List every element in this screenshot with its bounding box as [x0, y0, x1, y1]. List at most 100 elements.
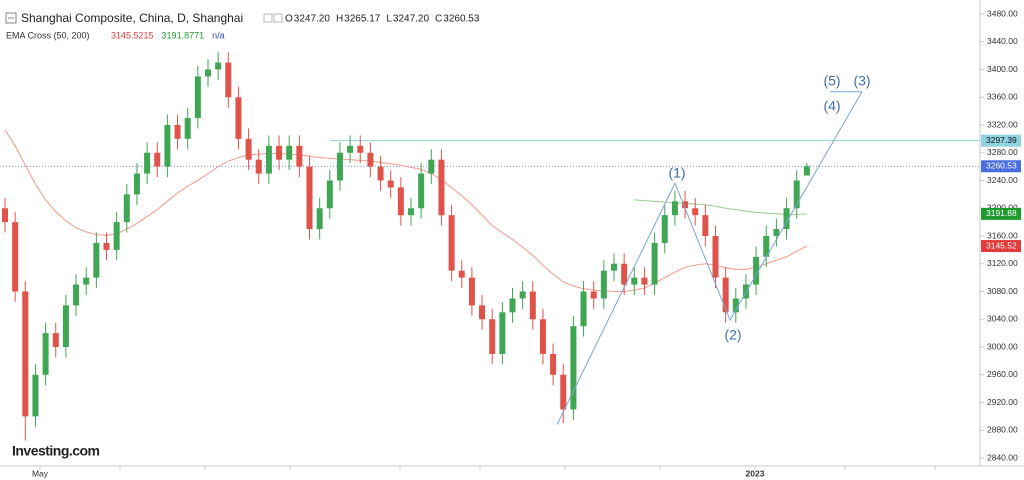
- ohlc-value: 3247.20: [393, 14, 430, 25]
- candle-body: [529, 291, 536, 320]
- y-tick-label: 2960.00: [987, 369, 1018, 379]
- ohlc-value: 3260.53: [443, 14, 480, 25]
- candle-body: [174, 125, 181, 139]
- candle-body: [803, 166, 810, 176]
- candle-body: [519, 291, 526, 299]
- candle-body: [83, 277, 90, 285]
- ohlc-key: C: [435, 14, 442, 25]
- candle-body: [600, 270, 607, 299]
- candle-body: [692, 208, 699, 216]
- candle-body: [103, 242, 110, 250]
- candle-body: [499, 312, 506, 354]
- candle-body: [783, 208, 790, 230]
- ohlc-key: L: [386, 14, 392, 25]
- candle-body: [611, 263, 617, 271]
- candle-body: [448, 215, 455, 271]
- candle-body: [235, 97, 242, 139]
- candle-body: [631, 277, 638, 285]
- logo: Investing.com: [12, 443, 100, 459]
- candle-body: [793, 180, 800, 209]
- candle-body: [62, 305, 69, 347]
- candle-body: [590, 291, 597, 299]
- candle-body: [205, 69, 211, 77]
- candle-body: [347, 145, 354, 153]
- candle-body: [712, 236, 719, 278]
- price-badge-label: 3145.52: [986, 240, 1017, 250]
- candle-body: [225, 62, 232, 98]
- y-tick-label: 3440.00: [987, 36, 1018, 46]
- candle-body: [286, 145, 293, 160]
- price-badge-label: 3297.39: [986, 135, 1017, 145]
- candle-body: [22, 291, 29, 417]
- candle-body: [732, 298, 739, 313]
- wave-label: (3): [853, 73, 870, 89]
- candle-body: [52, 333, 59, 347]
- wave-label: (4): [823, 98, 840, 114]
- candle-body: [276, 145, 283, 160]
- candle-body: [93, 242, 100, 278]
- wave-label: (2): [724, 327, 741, 343]
- y-tick-label: 2840.00: [987, 452, 1018, 462]
- ema-line: [4, 129, 808, 293]
- candle-body: [265, 145, 272, 174]
- y-tick-label: 3240.00: [987, 175, 1018, 185]
- y-tick-label: 3400.00: [987, 64, 1018, 74]
- candle-body: [357, 145, 364, 153]
- candle-body: [479, 305, 486, 320]
- candle-body: [702, 215, 709, 236]
- candle-body: [215, 62, 222, 70]
- candle-body: [367, 152, 374, 167]
- price-badge: [981, 207, 1021, 220]
- collapse-icon[interactable]: [5, 12, 17, 24]
- candle-body: [316, 208, 323, 230]
- candle-body: [255, 159, 262, 174]
- wave-label: (5): [823, 73, 840, 89]
- indicator-value: 3145.5215: [111, 30, 154, 40]
- x-tick-label: 2023: [746, 468, 765, 478]
- candle-body: [245, 138, 252, 160]
- candle-body: [12, 222, 19, 292]
- candle-body: [621, 263, 628, 285]
- ohlc-header: O 3247.20 H 3265.17 L 3247.20 C 3260.53: [263, 13, 480, 25]
- candle-body: [326, 180, 333, 209]
- y-tick-label: 3080.00: [987, 286, 1018, 296]
- wave-label: (1): [668, 165, 685, 181]
- y-tick-label: 3040.00: [987, 314, 1018, 324]
- y-tick-label: 3160.00: [987, 230, 1018, 240]
- candle-body: [651, 242, 658, 285]
- ohlc-key: H: [336, 14, 343, 25]
- candle-body: [550, 353, 557, 375]
- candle-body: [73, 284, 80, 306]
- header-icon: [263, 13, 273, 23]
- candle-body: [408, 208, 414, 216]
- candle-body: [570, 326, 577, 410]
- candle-body: [336, 152, 343, 181]
- candle-body: [763, 236, 770, 257]
- y-tick-label: 2920.00: [987, 397, 1018, 407]
- indicator-value: n/a: [212, 30, 225, 40]
- y-tick-label: 3480.00: [987, 8, 1018, 18]
- price-badge-label: 3191.88: [986, 208, 1017, 218]
- candle-body: [438, 159, 445, 216]
- candle-body: [377, 166, 384, 181]
- y-tick-label: 3000.00: [987, 341, 1018, 351]
- candle-body: [661, 215, 668, 243]
- y-tick-label: 2880.00: [987, 425, 1018, 435]
- candle-body: [671, 201, 678, 216]
- indicator-name: EMA Cross (50, 200): [6, 30, 90, 40]
- x-tick-label: May: [32, 468, 49, 478]
- candle-body: [387, 180, 394, 188]
- candle-body: [296, 145, 303, 167]
- y-tick-label: 3200.00: [987, 203, 1018, 213]
- y-tick-label: 3280.00: [987, 147, 1018, 157]
- y-tick-label: 3360.00: [987, 92, 1018, 102]
- candle-body: [154, 152, 161, 167]
- candle-body: [682, 201, 689, 209]
- candle-body: [580, 291, 587, 327]
- candle-body: [123, 194, 130, 223]
- candle-body: [306, 166, 313, 230]
- candle-body: [539, 319, 546, 354]
- candle-body: [113, 222, 120, 250]
